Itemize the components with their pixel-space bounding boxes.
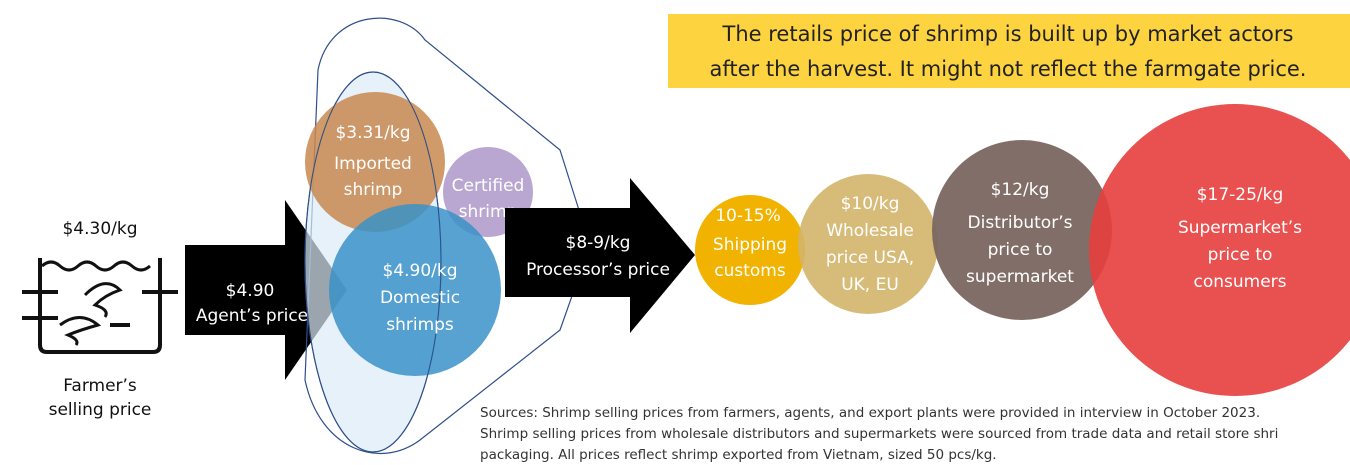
imported-label: shrimp — [344, 180, 403, 200]
supermarket-label: price to — [1208, 245, 1273, 265]
imported-label: Imported — [334, 154, 412, 174]
distributor-price: $12/kg — [991, 180, 1050, 200]
domestic-label: shrimps — [386, 315, 454, 335]
wholesale-price: $10/kg — [841, 194, 900, 214]
sources-text: Sources: Shrimp selling prices from farm… — [480, 405, 1260, 421]
processor-arrow — [505, 178, 695, 333]
distributor-label: supermarket — [966, 267, 1074, 287]
imported-price: $3.31/kg — [335, 123, 410, 143]
distributor-label: Distributor’s — [968, 213, 1073, 233]
farmer-price: $4.30/kg — [62, 219, 137, 239]
sources-text: Shrimp selling prices from wholesale dis… — [480, 426, 1278, 442]
shipping-label: Shipping — [713, 235, 787, 255]
distributor-label: price to — [988, 240, 1053, 260]
farmer-label: Farmer’s — [63, 376, 137, 396]
processor-label: Processor’s price — [526, 260, 670, 280]
domestic-price: $4.90/kg — [382, 261, 457, 281]
domestic-label: Domestic — [380, 288, 460, 308]
supermarket-label: consumers — [1193, 272, 1286, 292]
farmer-label: selling price — [49, 400, 152, 420]
supermarket-label: Supermarket’s — [1178, 218, 1302, 238]
certified-label: Certified — [452, 176, 525, 196]
processor-price: $8-9/kg — [566, 233, 631, 253]
agent-label: Agent’s price — [196, 306, 308, 326]
agent-price: $4.90 — [226, 281, 275, 301]
wholesale-label: price USA, — [826, 248, 914, 268]
wholesale-label: UK, EU — [841, 275, 899, 295]
farm-tank-icon — [22, 258, 178, 352]
callout-text: after the harvest. It might not reflect … — [710, 57, 1307, 81]
supermarket-price: $17-25/kg — [1197, 185, 1284, 205]
page: The retails price of shrimp is built up … — [0, 0, 1350, 465]
shipping-price: 10-15% — [715, 206, 781, 226]
callout-text: The retails price of shrimp is built up … — [722, 22, 1294, 46]
shipping-label: customs — [714, 261, 786, 281]
sources-text: packaging. All prices reflect shrimp exp… — [480, 447, 997, 463]
infographic: The retails price of shrimp is built up … — [0, 0, 1350, 465]
wholesale-label: Wholesale — [826, 221, 914, 241]
